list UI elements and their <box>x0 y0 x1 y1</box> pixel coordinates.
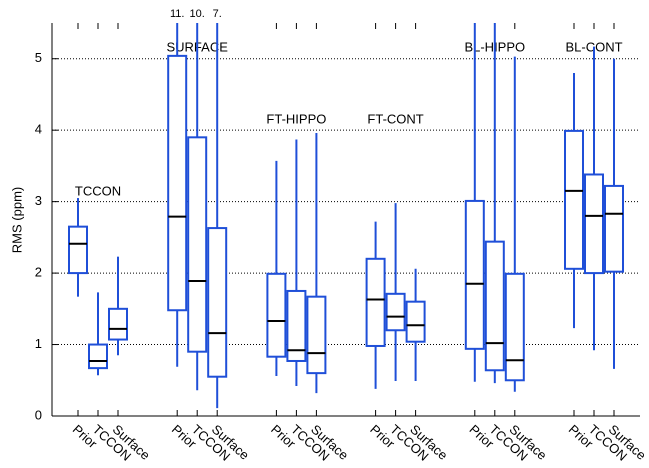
box <box>286 289 307 362</box>
box <box>207 227 228 378</box>
box <box>187 136 208 353</box>
box <box>405 300 426 343</box>
off-scale-label: 10. <box>190 8 205 20</box>
box <box>365 257 386 347</box>
off-scale-label: 7. <box>213 8 222 20</box>
y-tick-label: 2 <box>35 265 42 280</box>
group-label: FT-CONT <box>367 111 423 126</box>
group-label: TCCON <box>75 183 121 198</box>
box <box>108 307 128 341</box>
box <box>306 295 327 375</box>
box <box>564 129 584 270</box>
box <box>167 54 188 312</box>
box <box>604 184 624 273</box>
box <box>584 173 604 275</box>
y-axis-label: RMS (ppm) <box>9 187 24 253</box>
y-tick-label: 3 <box>35 193 42 208</box>
y-tick-label: 4 <box>35 122 42 137</box>
box <box>68 225 88 275</box>
group-label: FT-HIPPO <box>266 111 326 126</box>
y-tick-label: 0 <box>35 407 42 422</box>
y-tick-label: 1 <box>35 336 42 351</box>
box <box>385 292 406 332</box>
box <box>484 240 505 372</box>
box <box>504 272 525 382</box>
box <box>88 343 108 370</box>
box <box>266 272 287 358</box>
y-tick-label: 5 <box>35 50 42 65</box>
box <box>464 199 485 350</box>
off-scale-label: 11. <box>170 8 184 20</box>
